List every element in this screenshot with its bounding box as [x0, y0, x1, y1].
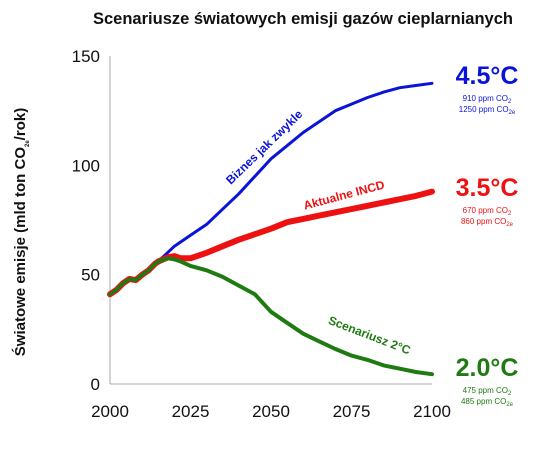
- concentration-note: 1250 ppm CO2e: [459, 105, 516, 116]
- series-line-business-as-usual: [156, 81, 434, 263]
- y-axis-label: Światowe emisje (mld ton CO2e/rok): [11, 108, 31, 356]
- concentration-text: 475 ppm CO: [463, 386, 508, 395]
- concentration-subscript: 2e: [506, 222, 513, 228]
- x-tick-label: 2000: [91, 402, 129, 421]
- y-axis-label-sub: 2e: [25, 140, 31, 147]
- concentration-note: 670 ppm CO2: [463, 206, 512, 217]
- y-tick-label: 100: [72, 156, 100, 175]
- series-line-2c-scenario: [156, 256, 434, 377]
- history-line-top: [108, 259, 161, 297]
- y-axis-label-main: Światowe emisje (mld ton CO: [11, 147, 29, 357]
- y-axis-label-end: /rok): [12, 108, 29, 141]
- series-line-current-indc: [155, 188, 435, 265]
- x-tick-label: 2050: [252, 402, 290, 421]
- series-inline-label: Biznes jak zwykle: [223, 107, 305, 187]
- temperature-label: 3.5°C: [456, 174, 519, 202]
- x-tick-label: 2100: [413, 402, 451, 421]
- chart-title: Scenariusze światowych emisji gazów ciep…: [93, 10, 513, 28]
- concentration-subscript: 2: [508, 391, 512, 397]
- concentration-text: 670 ppm CO: [463, 206, 508, 215]
- temperature-label: 4.5°C: [456, 62, 519, 90]
- concentration-note: 475 ppm CO2: [463, 386, 512, 397]
- concentration-subscript: 2: [508, 211, 512, 217]
- y-tick-label: 0: [91, 375, 100, 394]
- x-tick-labels: 2000 2025 2050 2075 2100: [91, 402, 451, 421]
- svg-text:Światowe emisje (mld ton CO2e/: Światowe emisje (mld ton CO2e/rok): [11, 108, 31, 356]
- concentration-note: 910 ppm CO2: [463, 94, 512, 105]
- concentration-text: 910 ppm CO: [463, 94, 508, 103]
- temperature-label: 2.0°C: [456, 354, 519, 382]
- concentration-text: 485 ppm CO: [461, 397, 506, 406]
- concentration-note: 485 ppm CO2e: [461, 397, 514, 408]
- series-lines: [107, 81, 435, 377]
- concentration-text: 1250 ppm CO: [459, 105, 509, 114]
- concentration-subscript: 2e: [506, 402, 513, 408]
- concentration-text: 860 ppm CO: [461, 217, 506, 226]
- y-tick-label: 150: [72, 47, 100, 66]
- concentration-subscript: 2: [508, 99, 512, 105]
- y-tick-label: 50: [81, 266, 100, 285]
- concentration-note: 860 ppm CO2e: [461, 217, 514, 228]
- concentration-subscript: 2e: [509, 110, 516, 116]
- y-tick-labels: 0 50 100 150: [72, 47, 100, 394]
- x-tick-label: 2075: [333, 402, 371, 421]
- x-tick-label: 2025: [172, 402, 210, 421]
